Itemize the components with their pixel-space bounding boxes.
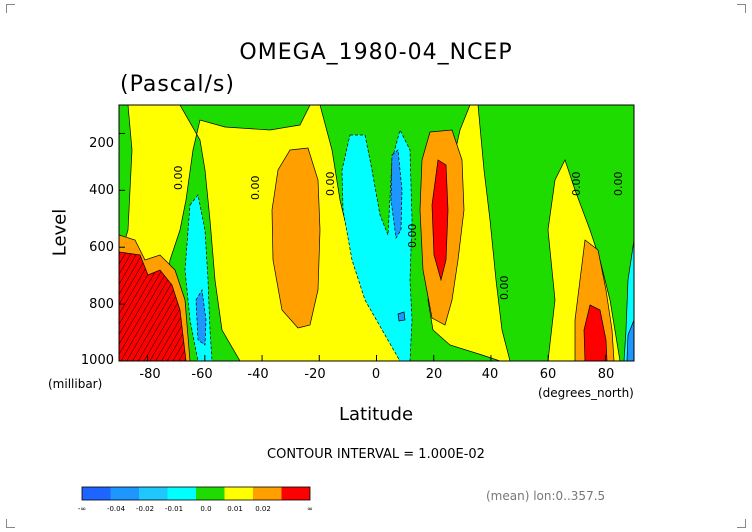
x-tick-label: -40 (247, 367, 269, 382)
contour-label: 0.00 (498, 276, 511, 301)
colorbar-swatch (224, 487, 253, 500)
contour-label: 0.00 (612, 172, 625, 197)
y-tick-marks (119, 132, 125, 362)
x-tick-label: 60 (539, 367, 557, 382)
region-orange-left-center (271, 147, 321, 329)
contour-label: 0.00 (570, 172, 583, 197)
colorbar-label: -0.04 (106, 505, 126, 513)
colorbar-frame (81, 486, 311, 501)
colorbar-swatch (167, 487, 196, 500)
y-tick-label: 200 (89, 136, 114, 151)
chart-units: (Pascal/s) (120, 72, 235, 97)
corner-mark-top-left (6, 4, 15, 13)
colorbar-label: 0.0 (200, 505, 212, 513)
y-tick-label: 1000 (80, 353, 114, 368)
colorbar (81, 486, 311, 501)
colorbar-swatch (110, 487, 139, 500)
region-blue-small (397, 311, 406, 322)
x-axis-label: Latitude (338, 404, 414, 425)
y-tick-label: 800 (89, 297, 114, 312)
colorbar-label: 0.02 (255, 505, 271, 513)
colorbar-label: 0.01 (227, 505, 243, 513)
colorbar-label: -0.01 (164, 505, 184, 513)
contour-labels: 0.00 0.00 0.00 0.00 0.00 0.00 0.00 (172, 166, 625, 301)
y-axis-label: Level (49, 208, 71, 257)
x-tick-label: -20 (304, 367, 326, 382)
contour-label: 0.00 (172, 166, 185, 191)
y-tick-label: 600 (89, 240, 114, 255)
region-red-right (583, 304, 608, 361)
colorbar-swatch (139, 487, 168, 500)
region-red-mid-right (431, 159, 449, 282)
x-tick-label: 0 (371, 367, 381, 382)
x-tick-marks (147, 355, 606, 361)
region-green-bottom-left (119, 105, 133, 261)
colorbar-swatch (253, 487, 282, 500)
colorbar-label: ∞ (307, 505, 313, 513)
colorbar-swatch (82, 487, 111, 500)
contour-fill-group (119, 105, 634, 361)
corner-mark-bottom-left (6, 519, 15, 528)
colorbar-swatch (196, 487, 225, 500)
x-tick-label: 20 (425, 367, 443, 382)
colorbar-swatch (281, 487, 310, 500)
region-blue-far-right (626, 319, 634, 361)
region-red-left-hatched (119, 251, 187, 361)
contour-label: 0.00 (406, 224, 419, 249)
x-tick-label: -80 (139, 367, 161, 382)
x-tick-label: 80 (597, 367, 615, 382)
colorbar-label: -∞ (77, 505, 87, 513)
y-tick-label: 400 (89, 183, 114, 198)
contour-interval: CONTOUR INTERVAL = 1.000E-02 (267, 447, 485, 462)
region-blue-center (390, 149, 403, 240)
colorbar-label: -0.02 (135, 505, 155, 513)
y-unit-note: (millibar) (48, 377, 103, 391)
contour-label: 0.00 (324, 172, 337, 197)
region-green-right (477, 105, 634, 361)
corner-mark-bottom-right (737, 519, 746, 528)
corner-mark-top-right (737, 4, 746, 13)
footer-note: (mean) lon:0..357.5 (486, 489, 606, 503)
x-unit-note: (degrees_north) (538, 386, 634, 400)
x-tick-label: 40 (481, 367, 499, 382)
x-tick-label: -60 (191, 367, 213, 382)
contour-label: 0.00 (249, 176, 262, 201)
region-blue-left (195, 288, 207, 346)
chart-title: OMEGA_1980-04_NCEP (239, 40, 513, 65)
